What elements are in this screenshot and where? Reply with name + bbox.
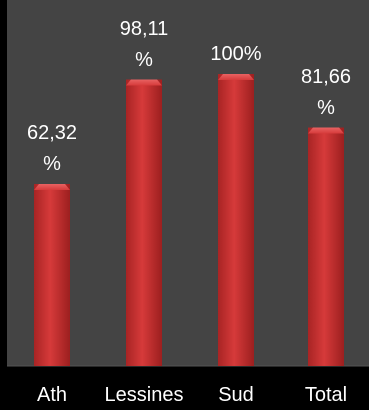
bar-bevel-top [126, 79, 162, 86]
bar-ath [34, 184, 70, 366]
x-tick-label-sud: Sud [218, 384, 254, 406]
data-label-ath: 62,32 % [26, 122, 78, 176]
data-label-sud: 100% [210, 43, 262, 65]
x-tick-label-total: Total [304, 384, 348, 406]
data-label-lessines: 98,11 % [119, 17, 169, 71]
x-tick-label-lessines: Lessines [104, 384, 184, 406]
bar-bevel-top [218, 74, 254, 80]
bar-body [126, 79, 162, 366]
bar-total [308, 127, 344, 367]
bar-body [308, 127, 344, 367]
bar-bevel-top [308, 127, 344, 134]
bar-lessines [126, 79, 162, 366]
data-label-total: 81,66 % [300, 65, 352, 119]
x-tick-label-ath: Ath [36, 384, 68, 406]
bar-sud [218, 74, 254, 366]
bar-body [34, 184, 70, 366]
bar-bevel-top [34, 184, 70, 191]
bar-body [218, 74, 254, 366]
